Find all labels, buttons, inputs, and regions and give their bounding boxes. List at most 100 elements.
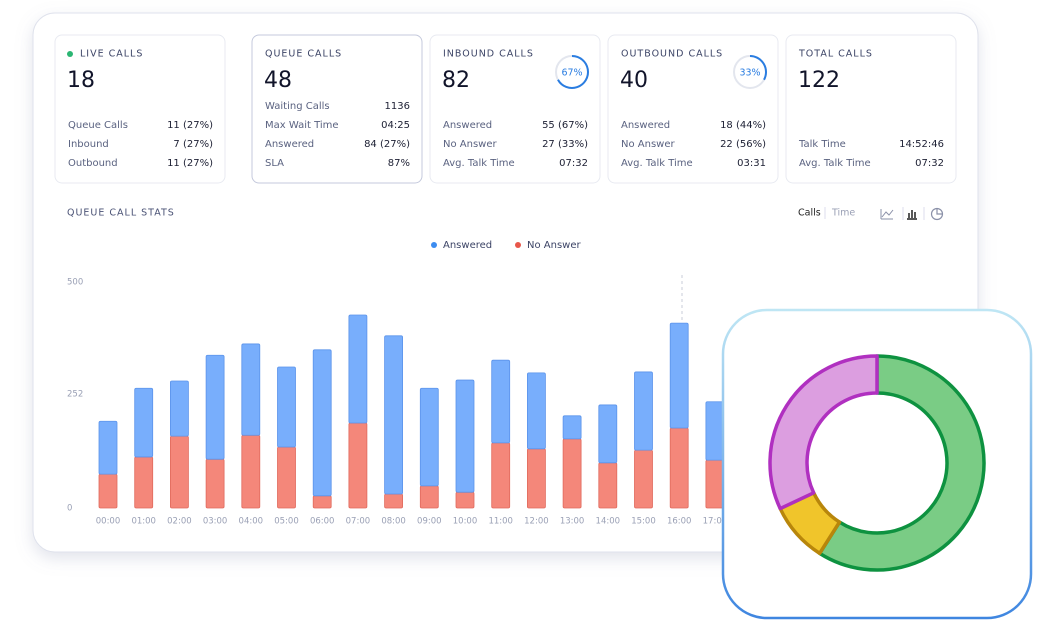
- bar: [491, 442, 511, 509]
- row-label: SLA: [265, 158, 284, 169]
- stat-card: [251, 34, 423, 184]
- donut-segment: [768, 354, 879, 511]
- bar: [705, 459, 725, 509]
- row-value: 14:52:46: [899, 139, 944, 150]
- ring-label: 67%: [561, 68, 582, 79]
- legend-label: No Answer: [527, 240, 581, 251]
- bar: [169, 380, 189, 437]
- y-tick-label: 500: [67, 278, 83, 288]
- stat-card: [54, 34, 226, 184]
- row-value: 18 (44%): [720, 120, 766, 131]
- chart-title: QUEUE CALL STATS: [67, 208, 175, 219]
- bar: [598, 462, 618, 509]
- bar: [241, 434, 261, 509]
- x-tick-label: 06:00: [310, 517, 335, 527]
- row-label: Talk Time: [798, 139, 846, 150]
- bar: [312, 349, 332, 497]
- pie-icon[interactable]: [930, 207, 944, 221]
- bar: [562, 438, 582, 509]
- bar: [419, 387, 439, 487]
- card-title: OUTBOUND CALLS: [621, 49, 723, 60]
- row-label: Answered: [265, 139, 314, 150]
- card-value: 48: [264, 68, 292, 93]
- stat-card: [429, 34, 601, 184]
- row-label: Waiting Calls: [265, 101, 330, 112]
- x-tick-label: 05:00: [274, 517, 299, 527]
- row-value: 27 (33%): [542, 139, 588, 150]
- bar: [277, 366, 296, 448]
- x-tick-label: 11:00: [488, 517, 513, 527]
- bar: [134, 387, 154, 458]
- row-value: 07:32: [559, 158, 588, 169]
- bar: [455, 491, 475, 509]
- bar: [98, 473, 118, 509]
- bar: [384, 335, 404, 495]
- card-value: 82: [442, 68, 470, 93]
- x-tick-label: 12:00: [524, 517, 549, 527]
- bar: [562, 415, 582, 440]
- bar-icon[interactable]: [907, 210, 917, 220]
- bar: [669, 322, 689, 429]
- row-value: 84 (27%): [364, 139, 410, 150]
- bar: [241, 343, 261, 436]
- tab[interactable]: Time: [831, 208, 855, 219]
- x-tick-label: 01:00: [131, 517, 156, 527]
- bar: [169, 435, 189, 509]
- bar: [98, 420, 118, 475]
- row-value: 11 (27%): [167, 158, 213, 169]
- card-value: 40: [620, 68, 648, 93]
- y-tick-label: 0: [67, 504, 72, 514]
- live-dot: [67, 51, 73, 57]
- row-label: Answered: [443, 120, 492, 131]
- row-value: 04:25: [381, 120, 410, 131]
- row-label: Avg. Talk Time: [621, 158, 693, 169]
- x-tick-label: 14:00: [596, 517, 621, 527]
- bar: [312, 495, 332, 509]
- row-value: 1136: [385, 101, 410, 112]
- bar: [348, 422, 368, 509]
- line-icon[interactable]: [880, 209, 894, 220]
- legend-dot: [515, 242, 521, 248]
- x-tick-label: 17:00: [703, 517, 728, 527]
- x-tick-label: 08:00: [381, 517, 406, 527]
- row-label: Avg. Talk Time: [799, 158, 871, 169]
- card-title: LIVE CALLS: [80, 49, 143, 60]
- x-tick-label: 07:00: [346, 517, 371, 527]
- row-label: No Answer: [621, 139, 675, 150]
- bar: [527, 372, 546, 450]
- stat-card: [785, 34, 957, 184]
- x-tick-label: 02:00: [167, 517, 192, 527]
- bar: [348, 314, 368, 424]
- row-label: Max Wait Time: [265, 120, 339, 131]
- card-value: 122: [798, 68, 840, 93]
- y-tick-label: 252: [67, 390, 83, 400]
- row-value: 11 (27%): [167, 120, 213, 131]
- tab[interactable]: Calls: [798, 208, 821, 219]
- row-value: 87%: [388, 158, 410, 169]
- row-label: No Answer: [443, 139, 497, 150]
- x-tick-label: 03:00: [203, 517, 228, 527]
- bar: [205, 354, 225, 460]
- row-value: 55 (67%): [542, 120, 588, 131]
- bar: [419, 485, 439, 509]
- bar: [491, 359, 511, 444]
- row-label: Inbound: [68, 139, 109, 150]
- row-value: 7 (27%): [173, 139, 213, 150]
- x-tick-label: 04:00: [239, 517, 264, 527]
- card-value: 18: [67, 68, 95, 93]
- row-label: Avg. Talk Time: [443, 158, 515, 169]
- card-title: QUEUE CALLS: [265, 49, 342, 60]
- row-label: Outbound: [68, 158, 118, 169]
- ring-label: 33%: [739, 68, 760, 79]
- card-title: INBOUND CALLS: [443, 49, 534, 60]
- x-tick-label: 13:00: [560, 517, 585, 527]
- bar: [527, 448, 546, 509]
- stat-card: [607, 34, 779, 184]
- row-label: Queue Calls: [68, 120, 128, 131]
- bar: [705, 401, 725, 461]
- row-value: 22 (56%): [720, 139, 766, 150]
- donut-segment: [817, 354, 986, 572]
- x-tick-label: 09:00: [417, 517, 442, 527]
- row-label: Answered: [621, 120, 670, 131]
